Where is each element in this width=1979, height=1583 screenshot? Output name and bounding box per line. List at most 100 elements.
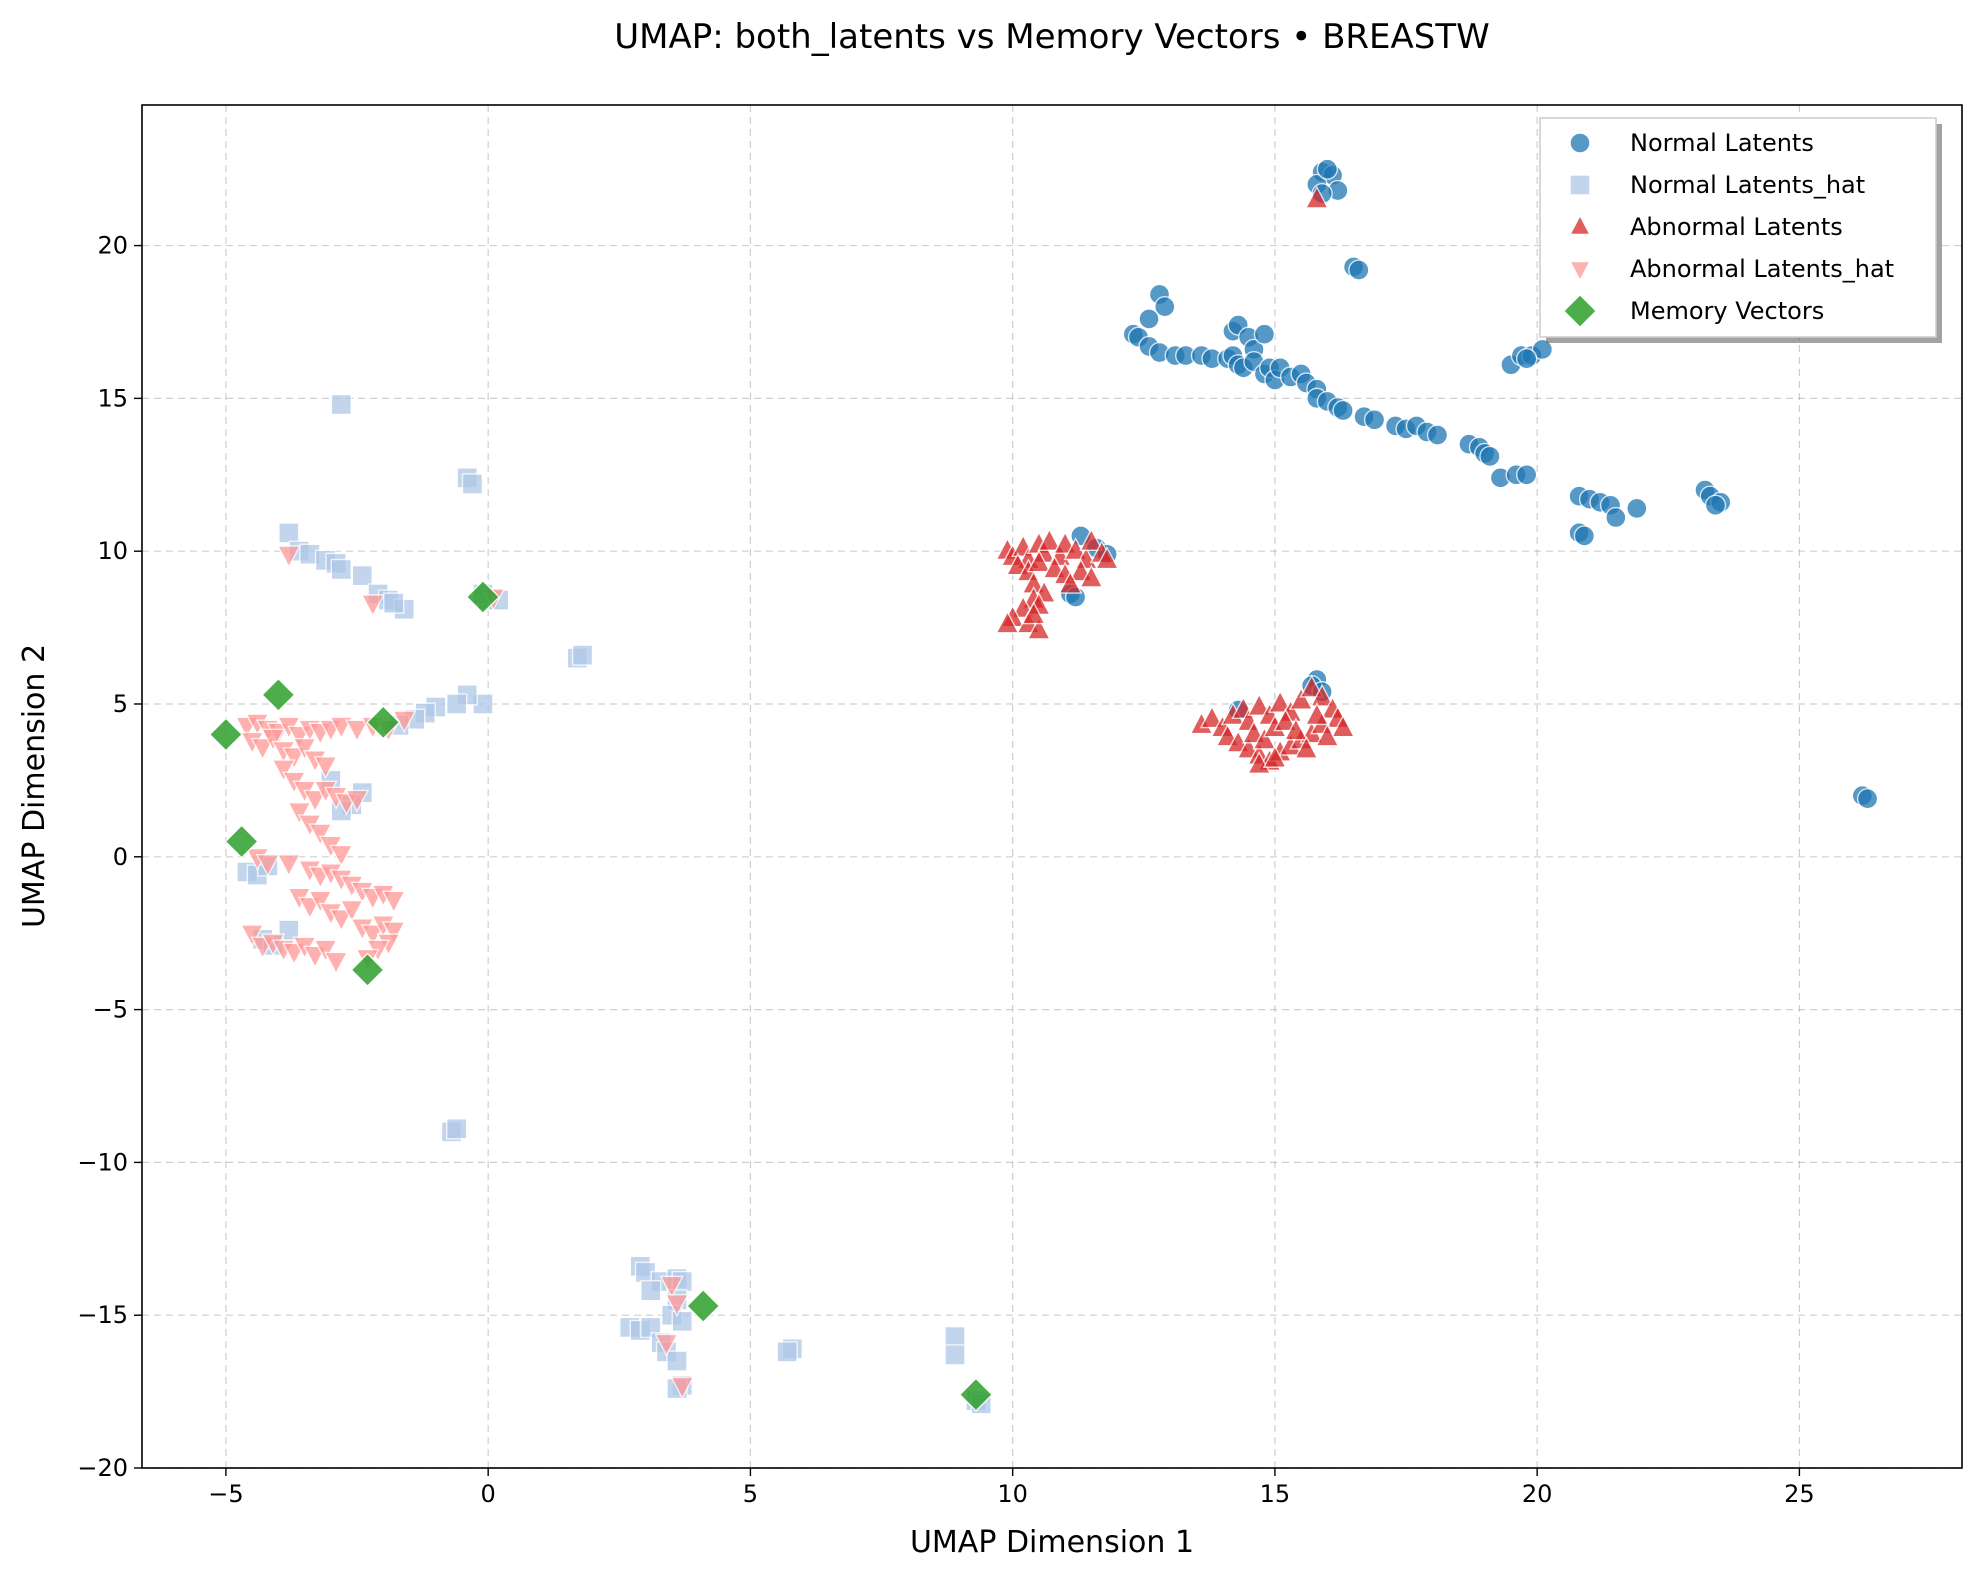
y-tick-label: 20 <box>97 232 128 260</box>
data-point <box>350 952 385 988</box>
data-point <box>381 921 406 945</box>
data-point <box>1315 723 1340 747</box>
legend-marker <box>1569 174 1591 196</box>
data-point <box>1573 525 1596 547</box>
legend-label: Normal Latents_hat <box>1630 171 1865 199</box>
data-point <box>1426 424 1449 446</box>
data-point <box>1309 683 1335 707</box>
data-point <box>1299 674 1324 698</box>
data-point <box>461 473 484 495</box>
data-point <box>1515 464 1538 486</box>
x-tick-label: 20 <box>1522 1480 1553 1508</box>
data-point <box>1247 692 1272 716</box>
data-point <box>271 759 296 783</box>
legend-marker <box>1562 293 1598 329</box>
data-point <box>1605 506 1627 529</box>
data-point <box>1253 323 1276 345</box>
data-point <box>329 908 354 933</box>
data-point <box>995 610 1020 634</box>
data-point <box>1283 717 1309 741</box>
data-point <box>1252 726 1277 750</box>
data-point <box>1199 705 1225 729</box>
data-point <box>255 853 281 878</box>
data-point <box>1704 494 1727 517</box>
data-point <box>360 594 385 618</box>
x-tick-label: −5 <box>208 1480 243 1508</box>
data-point <box>1294 735 1319 759</box>
data-point <box>383 592 405 614</box>
data-point <box>281 746 307 771</box>
data-point <box>670 1376 695 1400</box>
data-point <box>1267 689 1293 713</box>
data-point <box>208 717 244 752</box>
data-point <box>339 899 364 923</box>
legend-marker <box>1569 132 1591 154</box>
legend-label: Memory Vectors <box>1630 297 1824 325</box>
data-point <box>276 545 302 569</box>
chart-title: UMAP: both_latents vs Memory Vectors • B… <box>614 17 1490 57</box>
x-tick-label: 0 <box>481 1480 496 1508</box>
data-point <box>1094 546 1120 570</box>
data-point <box>1304 185 1330 209</box>
x-axis-label: UMAP Dimension 1 <box>910 1525 1194 1560</box>
data-point <box>666 1350 688 1372</box>
legend-box <box>1539 117 1937 338</box>
data-point <box>659 1275 684 1299</box>
data-point <box>671 1310 693 1333</box>
data-point <box>571 644 594 666</box>
data-point <box>445 1118 468 1140</box>
data-point <box>664 1294 690 1318</box>
data-point <box>287 801 312 826</box>
data-point <box>1273 708 1298 732</box>
data-point <box>381 890 406 914</box>
data-point <box>1058 570 1083 594</box>
data-point <box>1021 601 1046 625</box>
data-point <box>1288 686 1314 710</box>
data-point <box>1247 750 1272 775</box>
plot-frame <box>141 104 1963 1469</box>
legend-marker <box>1568 260 1592 283</box>
data-point <box>302 789 328 813</box>
data-point <box>640 1280 662 1302</box>
y-tick-label: 10 <box>97 537 128 565</box>
data-point <box>278 522 300 544</box>
data-point <box>344 789 370 813</box>
data-point <box>1304 702 1330 726</box>
data-point <box>958 1377 994 1412</box>
x-tick-label: 15 <box>1260 1480 1291 1508</box>
data-point <box>329 844 354 868</box>
y-tick-label: 15 <box>97 384 128 412</box>
data-point <box>1026 549 1052 573</box>
data-point <box>776 1341 798 1363</box>
data-point <box>1037 527 1062 551</box>
data-point <box>366 705 401 740</box>
data-point <box>323 951 349 975</box>
data-point <box>1138 308 1160 330</box>
legend: Normal Latents Normal Latents_hat Abnormal… <box>1539 117 1942 343</box>
legend-marker <box>1568 213 1592 236</box>
data-point <box>330 393 353 416</box>
data-point <box>308 823 333 847</box>
y-tick-label: −15 <box>77 1301 128 1329</box>
data-point <box>260 728 286 752</box>
data-point <box>1154 295 1176 318</box>
data-point <box>654 1333 679 1357</box>
data-point <box>1079 527 1104 551</box>
data-point <box>313 939 338 963</box>
data-point <box>1856 788 1879 810</box>
legend-label: Abnormal Latents <box>1630 213 1843 241</box>
y-axis-label: UMAP Dimension 2 <box>17 644 52 928</box>
data-point <box>944 1325 966 1348</box>
y-tick-label: −10 <box>77 1148 128 1176</box>
x-tick-label: 25 <box>1784 1480 1815 1508</box>
data-point <box>1262 744 1288 768</box>
data-point <box>1479 445 1501 468</box>
data-point <box>1330 714 1356 738</box>
data-point <box>1363 409 1386 431</box>
series-abnormal-latents <box>995 185 1356 775</box>
data-point <box>1332 399 1354 422</box>
data-point <box>308 890 333 914</box>
data-point <box>250 737 275 761</box>
